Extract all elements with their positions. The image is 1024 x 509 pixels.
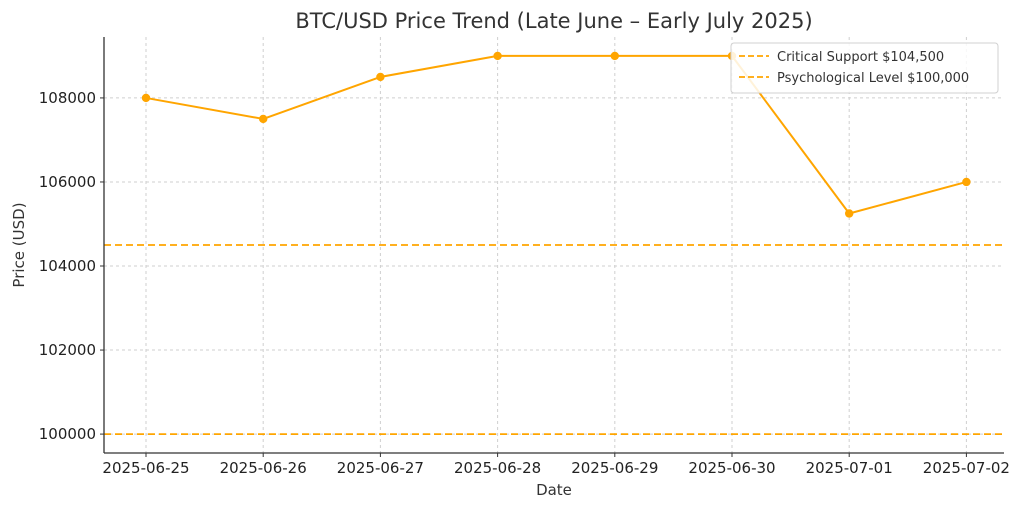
legend-label-critical-support: Critical Support $104,500 (777, 50, 944, 65)
data-point (259, 114, 268, 124)
x-tick-label: 2025-06-28 (454, 459, 541, 477)
axes (103, 37, 1004, 454)
x-tick-label: 2025-06-27 (337, 459, 424, 477)
x-axis-label: Date (536, 481, 572, 499)
data-point (845, 209, 854, 218)
y-ticks: 100000 102000 104000 106000 108000 (39, 89, 104, 443)
x-tick-label: 2025-06-25 (102, 459, 189, 477)
y-axis-label: Price (USD) (10, 202, 28, 287)
legend-label-psychological-level: Psychological Level $100,000 (777, 71, 969, 86)
y-tick-label: 100000 (39, 425, 96, 443)
y-tick-label: 108000 (39, 89, 96, 107)
x-tick-label: 2025-06-26 (220, 459, 307, 477)
x-tick-label: 2025-07-01 (806, 459, 893, 477)
legend-box (730, 42, 999, 94)
data-point (962, 177, 971, 187)
data-point (141, 93, 151, 103)
reference-lines (104, 244, 1004, 435)
chart-title: BTC/USD Price Trend (Late June – Early J… (295, 9, 812, 33)
legend: Critical Support $104,500 Psychological … (730, 42, 999, 94)
data-point (610, 51, 619, 61)
data-point (376, 72, 385, 82)
x-ticks: 2025-06-25 2025-06-26 2025-06-27 2025-06-28… (102, 453, 1010, 477)
x-tick-label: 2025-06-30 (688, 459, 775, 477)
series (141, 51, 971, 218)
x-tick-label: 2025-06-29 (571, 459, 658, 477)
y-tick-label: 102000 (39, 341, 96, 359)
y-tick-label: 104000 (39, 257, 96, 275)
price-line (145, 54, 967, 215)
y-tick-label: 106000 (39, 173, 96, 191)
data-point (493, 51, 502, 61)
x-tick-label: 2025-07-02 (923, 459, 1010, 477)
